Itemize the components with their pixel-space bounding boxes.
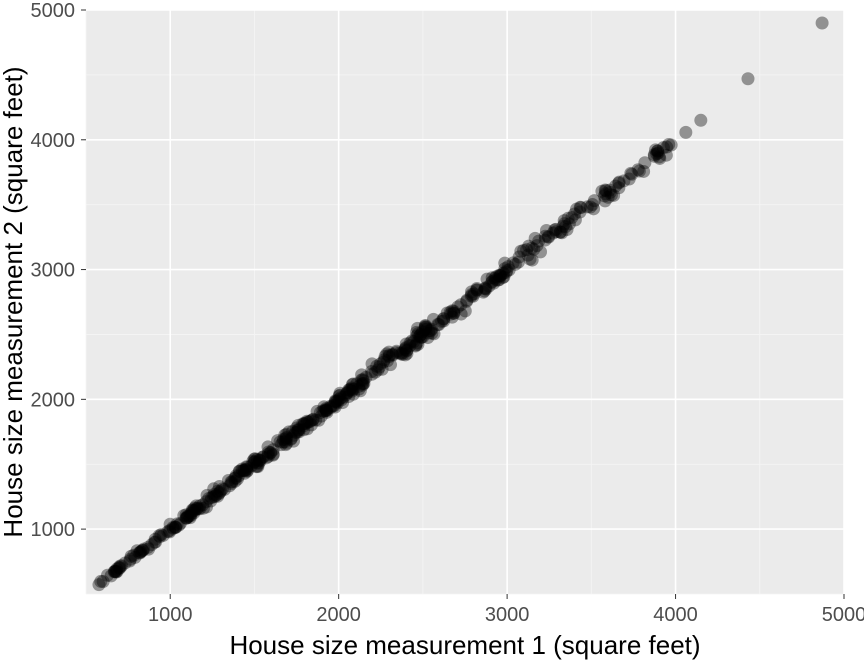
y-axis-title: House size measurement 2 (square feet) — [0, 66, 28, 537]
data-point — [92, 578, 105, 591]
data-point — [285, 432, 298, 445]
y-tick-label: 1000 — [31, 519, 76, 541]
data-point — [498, 262, 511, 275]
x-tick-label: 4000 — [653, 604, 698, 626]
data-point — [296, 417, 309, 430]
y-tick-label: 3000 — [31, 260, 76, 282]
scatter-chart: 1000 2000 3000 4000 5000 1000 2000 3000 4000 5000… — [0, 0, 864, 672]
data-point — [400, 338, 413, 351]
data-point — [254, 454, 267, 467]
data-point — [662, 138, 675, 151]
y-tick-label: 4000 — [31, 130, 76, 152]
data-point — [694, 114, 707, 127]
data-point — [653, 152, 666, 165]
data-point — [679, 126, 692, 139]
data-point — [527, 243, 540, 256]
data-point — [512, 256, 525, 269]
data-point — [342, 390, 355, 403]
x-tick-label: 5000 — [822, 604, 864, 626]
data-point — [148, 536, 161, 549]
data-point — [542, 230, 555, 243]
data-point — [625, 168, 638, 181]
data-point — [479, 281, 492, 294]
data-point — [238, 464, 251, 477]
data-point — [114, 561, 127, 574]
x-axis-title: House size measurement 1 (square feet) — [229, 630, 700, 660]
data-point — [588, 194, 601, 207]
x-tick-label: 2000 — [316, 604, 361, 626]
x-tick-label: 1000 — [148, 604, 193, 626]
data-point — [563, 217, 576, 230]
data-point — [356, 379, 369, 392]
data-point — [187, 506, 200, 519]
data-point — [454, 298, 467, 311]
data-point — [174, 517, 187, 530]
data-point — [414, 328, 427, 341]
chart-container: 1000 2000 3000 4000 5000 1000 2000 3000 4000 5000… — [0, 0, 864, 672]
data-point — [612, 177, 625, 190]
y-tick-label: 5000 — [31, 0, 76, 22]
x-tick-label: 3000 — [485, 604, 530, 626]
data-point — [373, 361, 386, 374]
y-tick-label: 2000 — [31, 389, 76, 411]
data-point — [267, 449, 280, 462]
data-point — [211, 485, 224, 498]
data-point — [741, 72, 754, 85]
data-point — [816, 16, 829, 29]
data-point — [133, 546, 146, 559]
data-point — [437, 312, 450, 325]
